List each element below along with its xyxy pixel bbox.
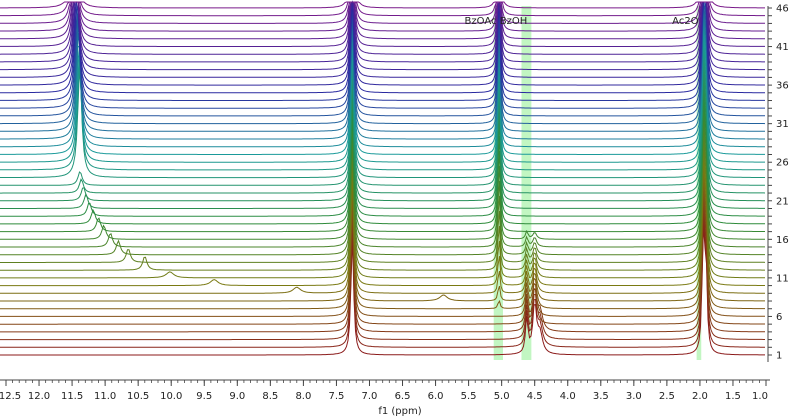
x-axis-tick-label: 2.0 — [692, 391, 708, 402]
right-axis-label: 36 — [776, 81, 789, 92]
spectrum-line-19 — [0, 87, 765, 217]
highlight-band-2 — [521, 6, 532, 360]
x-axis-tick-label: 8.5 — [262, 391, 278, 402]
spectra-group — [0, 0, 766, 356]
annotation-bzoh: BzOH — [500, 16, 528, 27]
spectrum-line-6 — [0, 187, 765, 317]
spectrum-line-2 — [0, 218, 765, 348]
x-axis-tick-label: 7.0 — [362, 391, 378, 402]
right-axis-label: 16 — [776, 235, 789, 246]
x-axis-tick-label: 10.0 — [160, 391, 182, 402]
spectrum-line-11 — [0, 148, 765, 279]
right-axis-label: 31 — [776, 119, 789, 130]
spectrum-line-15 — [0, 117, 765, 248]
spectrum-line-35 — [0, 1, 765, 94]
x-axis-tick-label: 10.5 — [127, 391, 149, 402]
spectrum-line-31 — [0, 1, 766, 125]
spectrum-line-23 — [0, 56, 765, 186]
spectrum-line-33 — [0, 1, 765, 109]
spectrum-line-14 — [0, 125, 765, 256]
x-axis-tick-label: 12.5 — [0, 391, 21, 402]
spectrum-line-5 — [0, 194, 765, 325]
spectrum-line-43 — [0, 1, 765, 32]
right-axis-label: 46 — [776, 4, 789, 15]
x-axis: 12.5 12.0 11.5 11.0 10.5 10.0 9.5 9.0 8.5 8.0 7.5 7… — [0, 379, 770, 402]
right-axis-label: 26 — [776, 158, 789, 169]
x-axis-tick-label: 5.0 — [494, 391, 510, 402]
spectrum-line-20 — [0, 79, 765, 209]
spectrum-line-1 — [0, 225, 765, 356]
spectrum-line-46 — [0, 1, 765, 9]
spectrum-line-36 — [0, 1, 765, 86]
spectrum-line-4 — [0, 202, 765, 333]
annotation-labels: BzOAc BzOH Ac2O — [465, 16, 699, 27]
x-axis-tick-label: 4.0 — [560, 391, 576, 402]
x-axis-tick-label: 5.5 — [461, 391, 477, 402]
x-axis-tick-label: 8.0 — [295, 391, 311, 402]
spectrum-line-10 — [0, 156, 765, 287]
spectrum-line-30 — [0, 2, 765, 132]
x-axis-tick-label: 6.0 — [428, 391, 444, 402]
spectrum-line-42 — [0, 1, 765, 40]
right-axis-label: 1 — [776, 351, 782, 362]
spectrum-line-12 — [0, 141, 765, 271]
spectrum-line-3 — [0, 210, 765, 341]
spectrum-line-41 — [0, 1, 765, 47]
spectrum-line-22 — [0, 63, 766, 194]
annotation-ac2o: Ac2O — [672, 16, 699, 27]
x-axis-tick-label: 2.5 — [659, 391, 675, 402]
x-axis-tick-label: 7.5 — [328, 391, 344, 402]
x-axis-tick-label: 6.5 — [395, 391, 411, 402]
right-axis-label: 41 — [776, 42, 789, 53]
spectrum-line-37 — [0, 0, 765, 78]
x-axis-tick-label: 1.0 — [752, 391, 768, 402]
x-axis-tick-label: 9.0 — [229, 391, 245, 402]
spectrum-line-24 — [0, 48, 765, 179]
spectrum-line-39 — [0, 1, 765, 63]
spectrum-line-45 — [0, 1, 765, 17]
spectrum-line-9 — [0, 164, 765, 294]
x-axis-tick-label: 11.0 — [94, 391, 116, 402]
x-axis-tick-label: 3.0 — [626, 391, 642, 402]
spectrum-line-44 — [0, 1, 765, 24]
spectrum-line-7 — [0, 179, 765, 310]
x-axis-tick-label: 9.5 — [196, 391, 212, 402]
x-axis-tick-label: 3.5 — [593, 391, 609, 402]
spectrum-line-21 — [0, 71, 765, 202]
spectrum-line-38 — [0, 1, 765, 71]
spectrum-line-26 — [0, 33, 765, 163]
x-axis-tick-label: 11.5 — [61, 391, 83, 402]
spectrum-line-25 — [0, 40, 765, 171]
right-axis-label: 21 — [776, 196, 789, 207]
spectrum-line-8 — [0, 171, 765, 302]
spectrum-line-17 — [0, 102, 765, 233]
annotation-bzoac: BzOAc — [465, 16, 497, 27]
x-axis-tick-label: 4.5 — [527, 391, 543, 402]
spectrum-line-13 — [0, 133, 766, 263]
right-axis-label: 6 — [776, 312, 782, 323]
spectrum-line-32 — [0, 1, 765, 117]
spectrum-line-27 — [0, 25, 765, 155]
x-axis-tick-label: 12.0 — [28, 391, 50, 402]
spectrum-line-29 — [0, 9, 765, 140]
spectrum-line-40 — [0, 1, 766, 55]
spectrum-line-28 — [0, 17, 765, 148]
x-axis-title: f1 (ppm) — [378, 406, 421, 417]
right-axis-label: 11 — [776, 273, 789, 284]
spectrum-line-16 — [0, 110, 765, 240]
spectrum-line-34 — [0, 1, 765, 101]
x-axis-tick-label: 1.5 — [725, 391, 741, 402]
spectrum-line-18 — [0, 94, 765, 225]
